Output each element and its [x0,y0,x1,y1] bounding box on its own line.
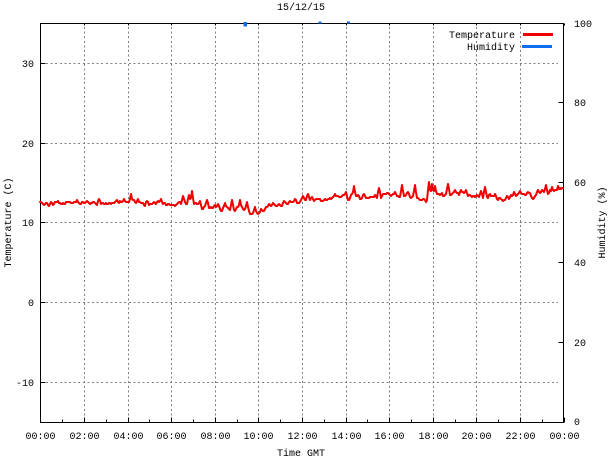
svg-text:20: 20 [574,339,586,350]
svg-text:22:00: 22:00 [505,432,535,443]
svg-text:10: 10 [22,219,34,230]
svg-text:20: 20 [22,140,34,151]
svg-text:15/12/15: 15/12/15 [277,2,325,14]
svg-text:Humidity: Humidity [467,42,515,54]
svg-text:20:00: 20:00 [461,432,491,443]
svg-text:12:00: 12:00 [287,432,317,443]
svg-text:04:00: 04:00 [113,432,143,443]
svg-text:40: 40 [574,259,586,270]
svg-text:Temperature: Temperature [449,31,515,42]
svg-text:30: 30 [22,60,34,71]
svg-text:100: 100 [574,20,592,31]
svg-text:14:00: 14:00 [331,432,361,443]
svg-text:-10: -10 [16,379,34,390]
svg-text:06:00: 06:00 [156,432,186,443]
svg-text:Humidity (%): Humidity (%) [597,186,609,258]
svg-text:10:00: 10:00 [243,432,273,443]
svg-text:00:00: 00:00 [25,432,55,443]
svg-text:00:00: 00:00 [549,432,579,443]
svg-text:Time GMT: Time GMT [277,448,325,459]
svg-text:Temperature (C): Temperature (C) [3,177,15,267]
svg-text:08:00: 08:00 [200,432,230,443]
svg-text:80: 80 [574,99,586,110]
svg-text:60: 60 [574,179,586,190]
svg-text:18:00: 18:00 [418,432,448,443]
svg-text:02:00: 02:00 [69,432,99,443]
svg-text:16:00: 16:00 [374,432,404,443]
svg-text:0: 0 [28,299,34,310]
svg-text:0: 0 [574,418,580,429]
